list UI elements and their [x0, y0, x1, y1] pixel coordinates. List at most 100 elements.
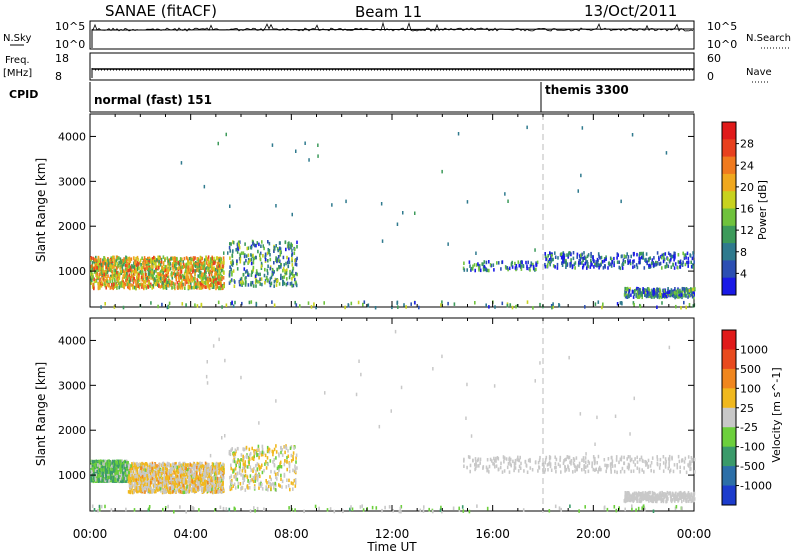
- scatter-cell: [104, 459, 107, 463]
- scatter-cell: [163, 269, 166, 273]
- scatter-cell: [201, 461, 203, 466]
- freq-panel: Freq. [MHz] 18 8 60 0 Nave: [3, 52, 772, 83]
- scatter-cell: [176, 271, 179, 275]
- scatter-cell: [679, 288, 681, 293]
- scatter-cell: [270, 281, 273, 286]
- scatter-cell: [686, 291, 689, 295]
- scatter-cell: [565, 260, 567, 265]
- scatter-cell: [180, 281, 183, 285]
- scatter-cell: [124, 476, 127, 481]
- scatter-cell: [127, 461, 129, 465]
- scatter-cell: [212, 462, 215, 467]
- scatter-cell: [169, 266, 172, 271]
- scatter-cell: [105, 265, 108, 270]
- scatter-cell: [158, 283, 160, 287]
- scatter-cell: [286, 255, 288, 260]
- scatter-cell: [663, 289, 666, 293]
- scatter-cell: [261, 240, 263, 244]
- scatter-speck: [402, 211, 404, 215]
- scatter-cell: [557, 256, 559, 260]
- scatter-cell: [238, 242, 240, 247]
- scatter-cell: [273, 270, 275, 274]
- scatter-cell: [147, 285, 150, 289]
- scatter-cell: [673, 266, 676, 270]
- scatter-cell: [628, 292, 630, 296]
- scatter-cell: [183, 256, 186, 261]
- scatter-cell: [214, 267, 217, 272]
- scatter-cell: [350, 301, 353, 306]
- scatter-cell: [241, 280, 244, 284]
- scatter-cell: [121, 259, 124, 263]
- scatter-cell: [296, 272, 298, 277]
- scatter-cell: [97, 474, 100, 478]
- scatter-cell: [130, 467, 133, 471]
- scatter-cell: [172, 281, 175, 286]
- scatter-cell: [679, 265, 682, 269]
- scatter-cell: [117, 470, 119, 474]
- title-date: 13/Oct/2011: [584, 2, 677, 20]
- scatter-cell: [292, 274, 295, 279]
- scatter-cell: [208, 278, 211, 283]
- scatter-cell: [642, 252, 644, 257]
- scatter-cell: [539, 302, 541, 307]
- scatter-cell: [239, 280, 242, 285]
- scatter-cell: [151, 260, 153, 265]
- scatter-cell: [627, 258, 629, 263]
- scatter-cell: [116, 261, 118, 266]
- scatter-cell: [653, 287, 655, 292]
- scatter-cell: [640, 291, 643, 296]
- scatter-cell: [630, 254, 632, 259]
- scatter-cell: [137, 489, 139, 494]
- scatter-cell: [470, 266, 473, 271]
- scatter-cell: [264, 252, 267, 256]
- scatter-cell: [163, 473, 166, 477]
- scatter-cell: [692, 304, 695, 308]
- scatter-cell: [602, 266, 605, 270]
- scatter-cell: [506, 303, 509, 308]
- scatter-cell: [156, 274, 159, 278]
- scatter-cell: [104, 471, 107, 476]
- scatter-cell: [232, 269, 235, 273]
- scatter-cell: [645, 252, 648, 256]
- scatter-speck: [180, 161, 183, 165]
- scatter-cell: [180, 269, 183, 274]
- scatter-cell: [231, 253, 233, 258]
- scatter-cell: [574, 261, 577, 265]
- scatter-cell: [211, 479, 214, 483]
- scatter-cell: [166, 279, 168, 283]
- scatter-speck: [271, 143, 274, 147]
- scatter-cell: [627, 295, 629, 299]
- scatter-cell: [284, 269, 286, 273]
- scatter-cell: [279, 265, 282, 269]
- scatter-cell: [587, 264, 590, 269]
- scatter-cell: [200, 261, 202, 266]
- scatter-cell: [205, 257, 208, 261]
- scatter-cell: [241, 301, 243, 306]
- scatter-cell: [674, 251, 676, 256]
- scatter-cell: [140, 275, 143, 279]
- scatter-cell: [210, 257, 212, 261]
- scatter-cell: [556, 262, 559, 267]
- scatter-cell: [119, 272, 121, 277]
- scatter-cell: [173, 477, 176, 482]
- scatter-cell: [279, 246, 281, 250]
- scatter-cell: [115, 469, 117, 474]
- scatter-cell: [244, 242, 246, 246]
- scatter-cell: [146, 260, 148, 264]
- scatter-cell: [170, 257, 172, 261]
- scatter-cell: [288, 260, 291, 265]
- scatter-cell: [110, 282, 113, 287]
- scatter-cell: [111, 461, 113, 465]
- scatter-cell: [632, 289, 634, 294]
- scatter-cell: [186, 277, 188, 282]
- scatter-cell: [184, 279, 187, 284]
- colorbar-segment: [722, 156, 736, 175]
- scatter-cell: [675, 304, 677, 309]
- scatter-cell: [90, 464, 92, 469]
- scatter-cell: [671, 254, 674, 259]
- scatter-cell: [168, 262, 170, 266]
- scatter-cell: [279, 250, 282, 254]
- scatter-cell: [647, 294, 650, 299]
- scatter-cell: [176, 487, 178, 492]
- scatter-cell: [532, 262, 534, 267]
